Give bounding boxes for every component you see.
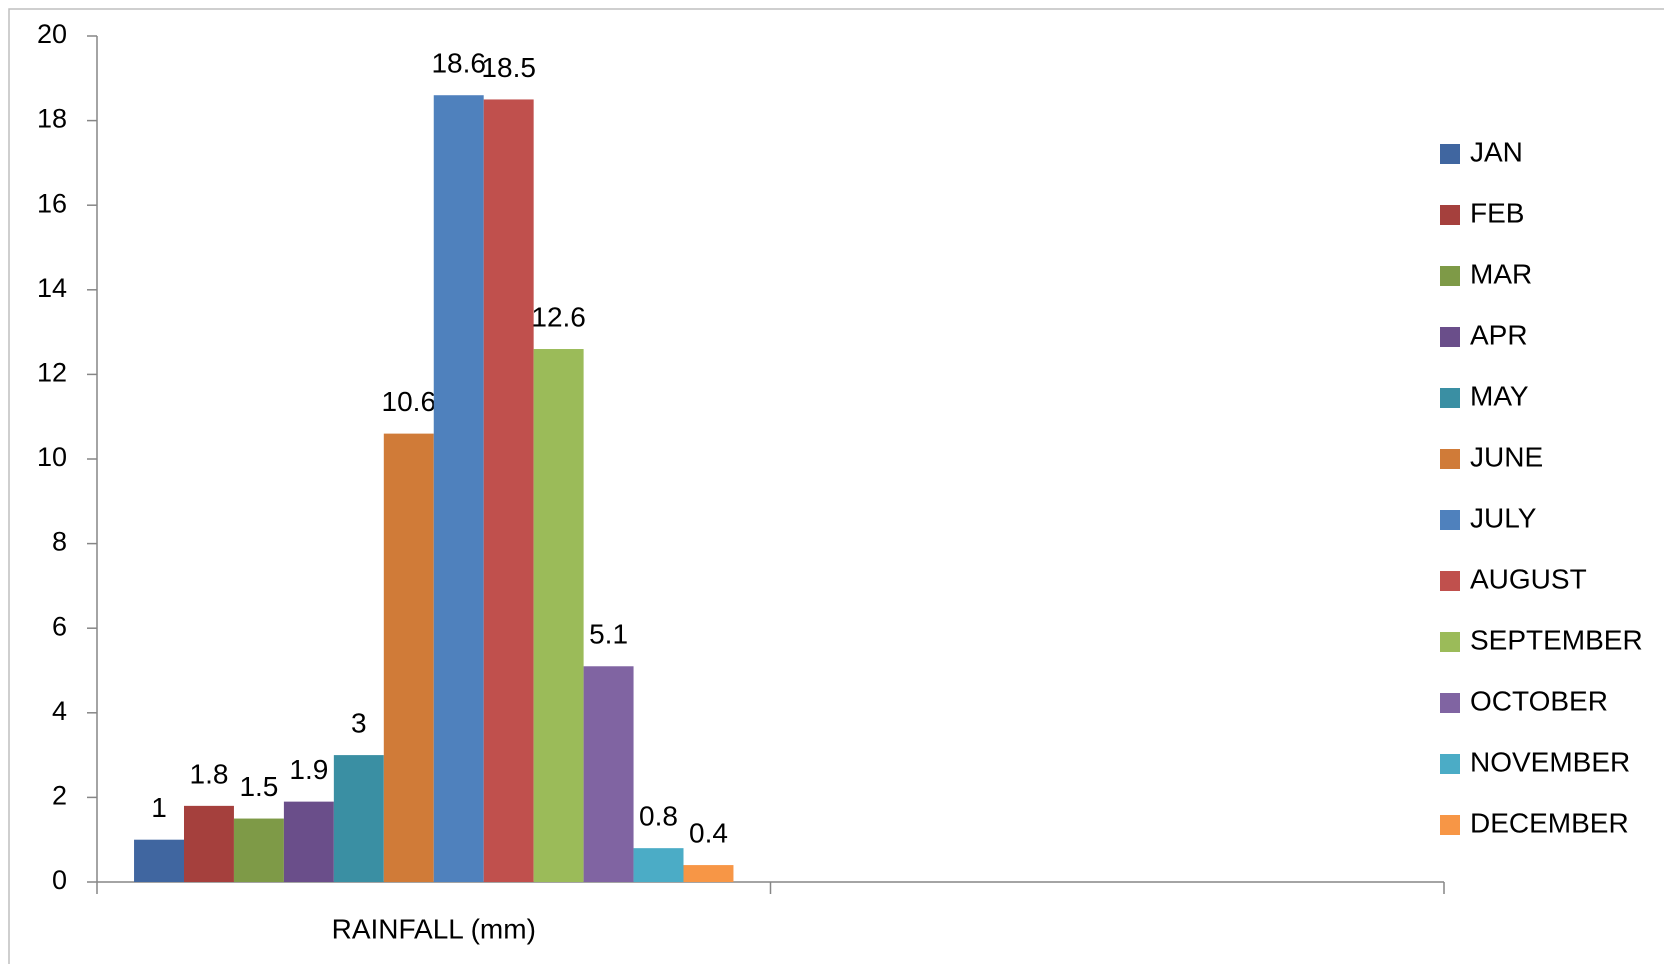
legend-swatch — [1440, 632, 1460, 652]
legend-label: JAN — [1470, 136, 1523, 167]
legend-swatch — [1440, 266, 1460, 286]
y-tick-label: 12 — [37, 358, 67, 388]
legend-label: NOVEMBER — [1470, 746, 1630, 777]
y-tick-label: 20 — [37, 19, 67, 49]
legend-label: APR — [1470, 319, 1528, 350]
legend-label: JUNE — [1470, 441, 1543, 472]
bar — [283, 801, 334, 882]
legend-label: MAY — [1470, 380, 1529, 411]
data-label: 3 — [351, 707, 367, 738]
bar — [183, 805, 234, 882]
bar — [583, 666, 634, 882]
y-tick-label: 16 — [37, 188, 67, 218]
data-label: 0.4 — [689, 817, 728, 848]
legend-swatch — [1440, 449, 1460, 469]
legend-swatch — [1440, 571, 1460, 591]
y-tick-label: 10 — [37, 442, 67, 472]
x-tick-label: RAINFALL (mm) — [332, 913, 536, 944]
bar — [633, 848, 684, 882]
bar — [533, 349, 584, 882]
bar — [134, 839, 184, 882]
legend-swatch — [1440, 815, 1460, 835]
bar — [483, 99, 534, 882]
data-label: 1 — [151, 792, 167, 823]
legend-label: MAR — [1470, 258, 1532, 289]
legend-swatch — [1440, 754, 1460, 774]
y-tick-label: 18 — [37, 104, 67, 134]
legend-label: FEB — [1470, 197, 1524, 228]
legend-swatch — [1440, 327, 1460, 347]
data-label: 18.5 — [481, 52, 536, 83]
data-label: 0.8 — [639, 801, 678, 832]
data-label: 5.1 — [589, 619, 628, 650]
bar — [333, 755, 384, 882]
data-label: 18.6 — [431, 48, 486, 79]
y-tick-label: 4 — [52, 696, 67, 726]
data-label: 1.9 — [289, 754, 328, 785]
bar — [683, 865, 734, 882]
legend-swatch — [1440, 693, 1460, 713]
data-label: 10.6 — [382, 386, 437, 417]
legend-swatch — [1440, 205, 1460, 225]
bar — [383, 433, 434, 882]
y-tick-label: 0 — [52, 865, 67, 895]
legend-label: JULY — [1470, 502, 1537, 533]
legend-swatch — [1440, 144, 1460, 164]
legend-label: DECEMBER — [1470, 807, 1629, 838]
y-tick-label: 8 — [52, 527, 67, 557]
legend-label: OCTOBER — [1470, 685, 1608, 716]
y-tick-label: 6 — [52, 611, 67, 641]
data-label: 1.8 — [190, 758, 229, 789]
bar — [433, 95, 484, 883]
bar — [233, 818, 284, 882]
legend-label: SEPTEMBER — [1470, 624, 1643, 655]
data-label: 12.6 — [531, 301, 586, 332]
y-tick-label: 2 — [52, 781, 67, 811]
legend-label: AUGUST — [1470, 563, 1587, 594]
legend-swatch — [1440, 388, 1460, 408]
y-tick-label: 14 — [37, 273, 67, 303]
legend-swatch — [1440, 510, 1460, 530]
data-label: 1.5 — [239, 771, 278, 802]
